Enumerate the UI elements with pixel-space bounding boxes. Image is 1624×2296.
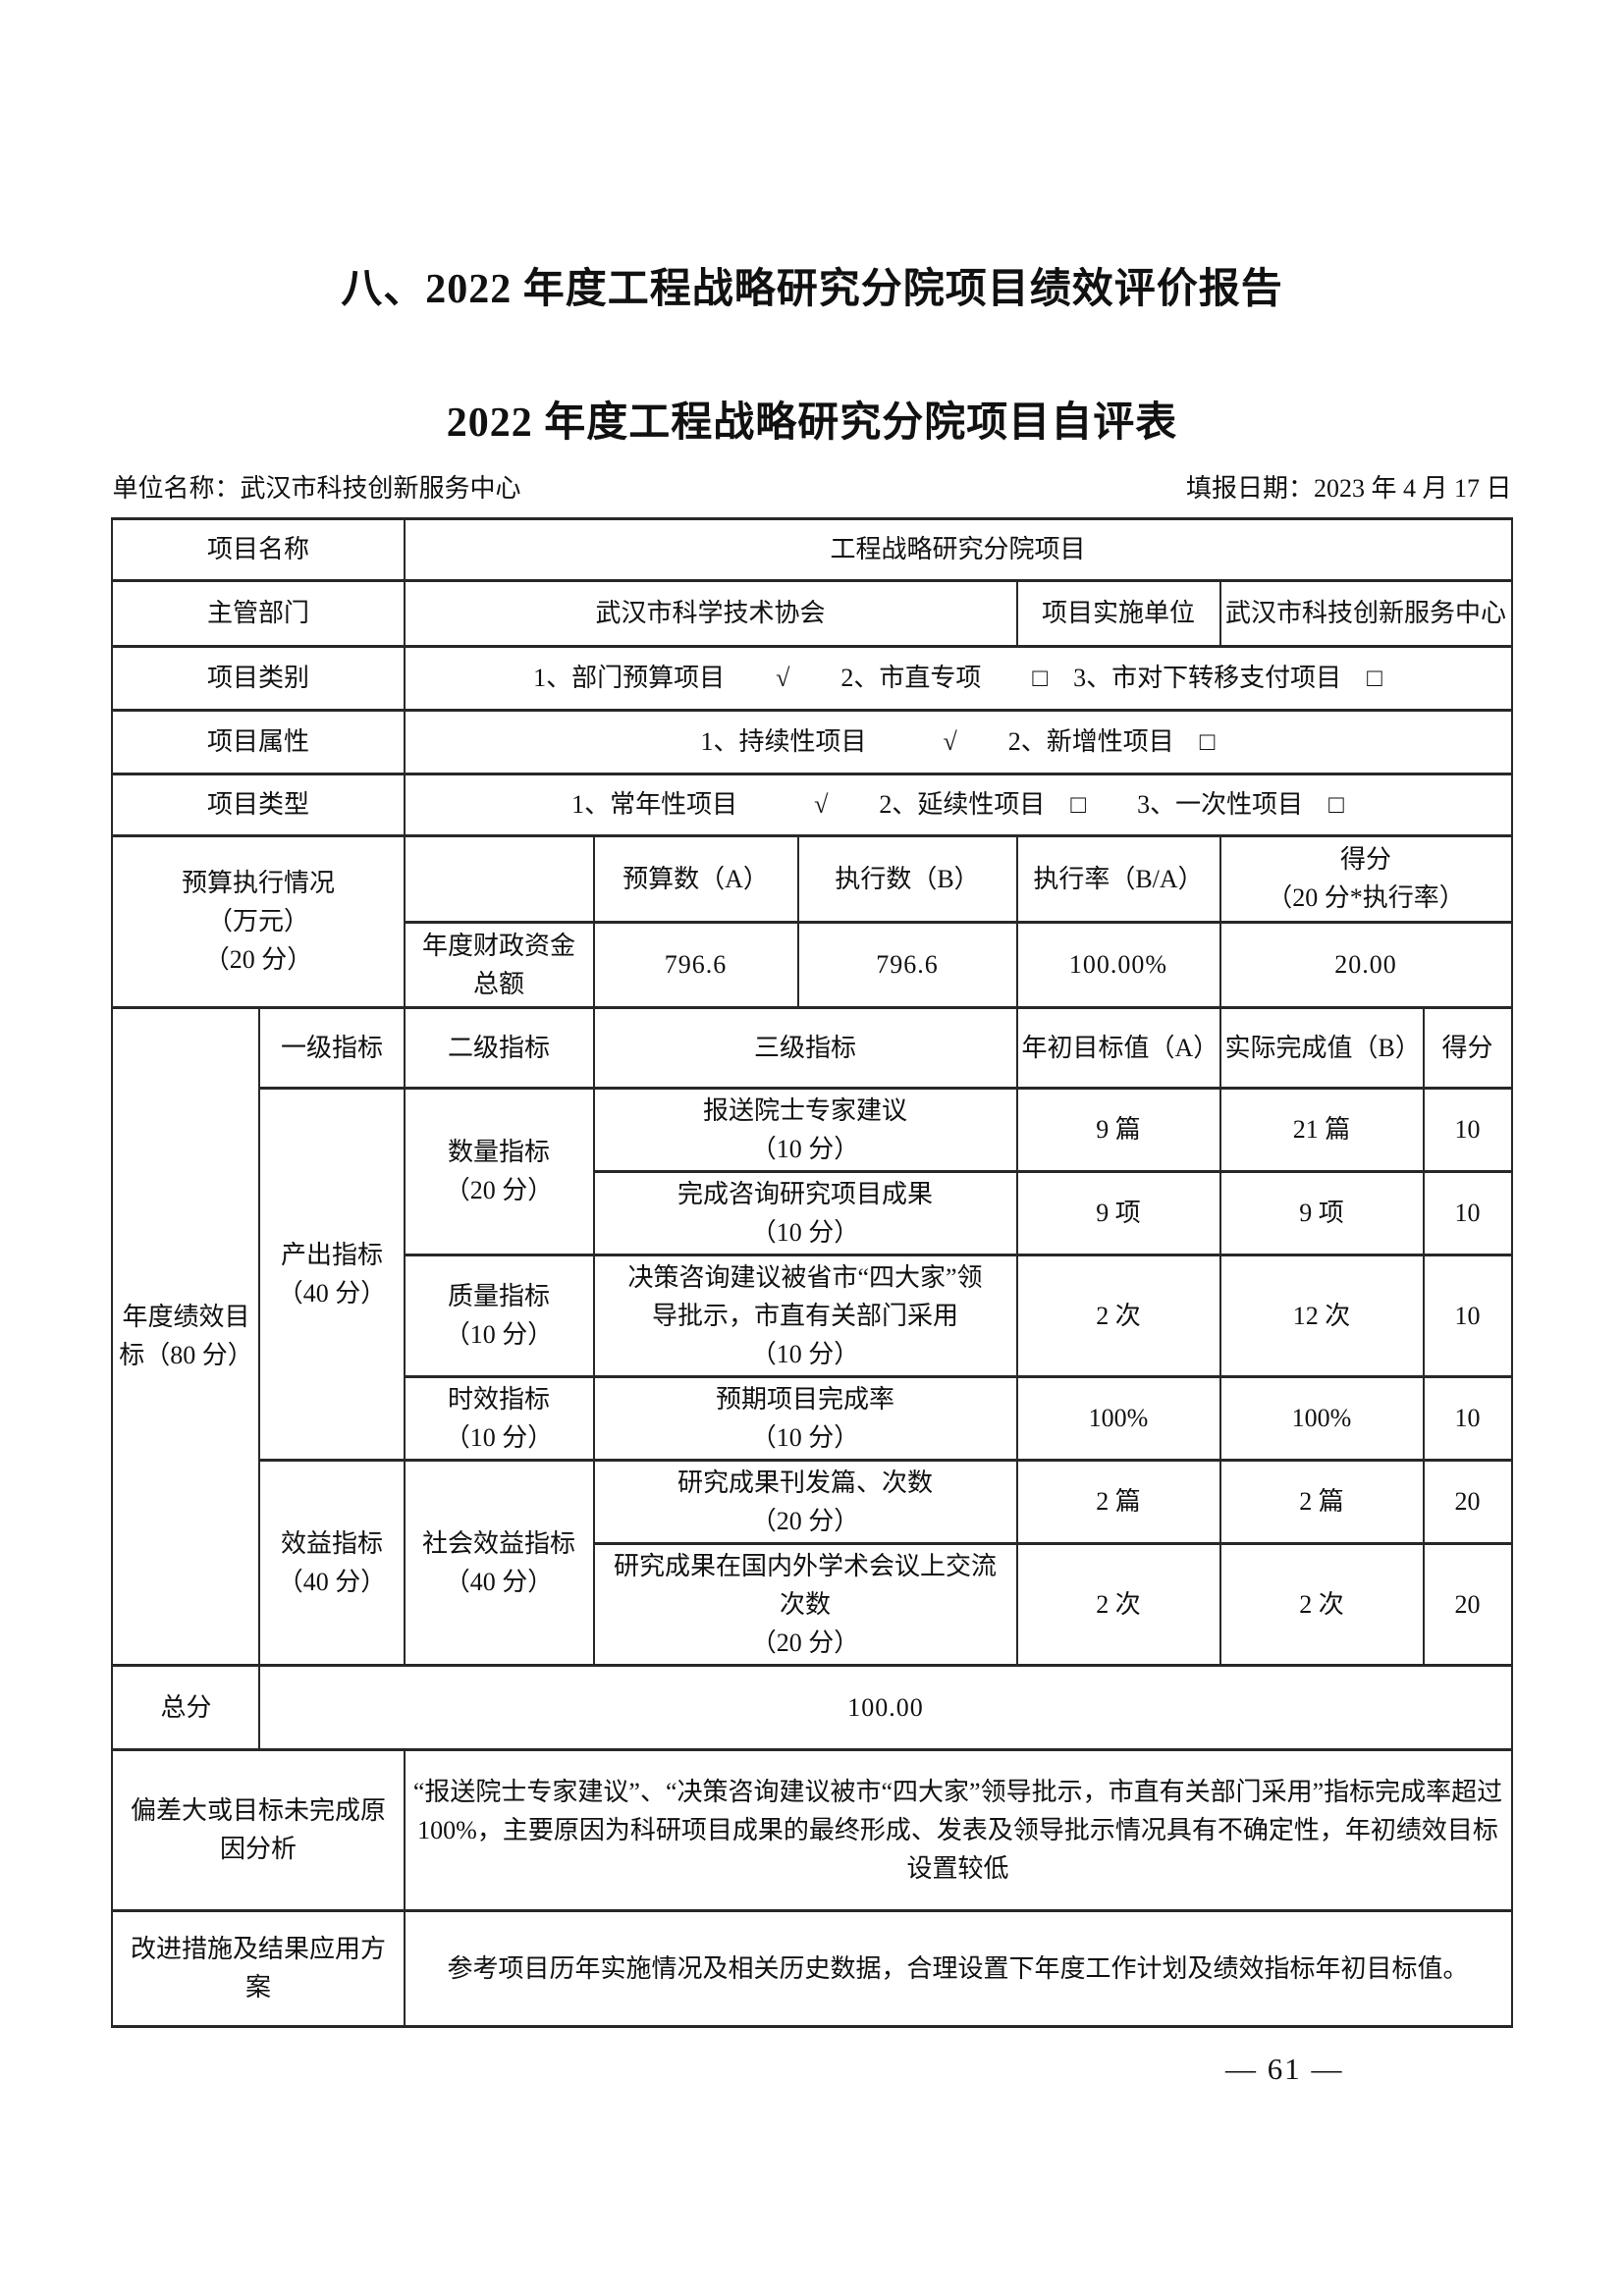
perf-target-3: 2 次 [1015,1253,1221,1378]
budget-col-b: 执行数（B） [796,833,1018,924]
category-value: 1、部门预算项目 √ 2、市直专项 □ 3、市对下转移支付项目 □ [403,644,1513,712]
impl-unit-label: 项目实施单位 [1015,578,1221,648]
perf-score-1: 10 [1422,1086,1513,1173]
unit-name: 单位名称：武汉市科技创新服务中心 [112,474,521,503]
row-deviation: 偏差大或目标未完成原 因分析 “报送院士专家建议”、“决策咨询建议被市“四大家”… [111,1747,1513,1912]
perf-actual-1: 21 篇 [1218,1086,1425,1173]
row-department: 主管部门 武汉市科学技术协会 项目实施单位 武汉市科技创新服务中心 [111,578,1513,648]
perf-header-target: 年初目标值（A） [1015,1005,1221,1090]
perf-target-1: 9 篇 [1015,1086,1221,1173]
perf-score-2: 10 [1422,1169,1513,1256]
perf-header-l3: 三级指标 [592,1005,1018,1090]
perf-row-6: 研究成果在国内外学术会议上交流 次数 （20 分） 2 次 2 次 20 [112,1541,1513,1667]
type-label: 项目类型 [111,772,406,837]
info-row: 单位名称：武汉市科技创新服务中心 填报日期：2023 年 4 月 17 日 [112,474,1512,504]
self-evaluation-table: 项目名称 工程战略研究分院项目 主管部门 武汉市科学技术协会 项目实施单位 武汉… [111,516,1513,2028]
perf-target-2: 9 项 [1015,1169,1221,1256]
perf-header-l1: 一级指标 [258,1005,406,1090]
perf-section-label: 年度绩效目 标（80 分） [111,1005,261,1667]
row-total: 总分 100.00 [111,1663,1513,1751]
row-category: 项目类别 1、部门预算项目 √ 2、市直专项 □ 3、市对下转移支付项目 □ [111,644,1513,712]
attribute-label: 项目属性 [111,708,406,775]
deviation-label: 偏差大或目标未完成原 因分析 [111,1747,406,1912]
perf-row-5: 效益指标 （40 分） 社会效益指标 （40 分） 研究成果刊发篇、次数 （20… [112,1458,1513,1667]
deviation-value: “报送院士专家建议”、“决策咨询建议被市“四大家”领导批示，市直有关部门采用”指… [403,1747,1513,1912]
perf-actual-6: 2 次 [1218,1541,1425,1667]
perf-header-l2: 二级指标 [403,1005,595,1090]
budget-col-rate: 执行率（B/A） [1015,833,1221,924]
attribute-value: 1、持续性项目 √ 2、新增性项目 □ [403,708,1513,775]
perf-l1-output: 产出指标 （40 分） [258,1086,406,1462]
row-budget-header: 预算执行情况 （万元） （20 分） 预算数（A） 执行数（B） 执行率（B/A… [111,833,1513,1009]
perf-l3-2: 完成咨询研究项目成果 （10 分） [592,1169,1018,1256]
row-improvement: 改进措施及结果应用方 案 参考项目历年实施情况及相关历史数据，合理设置下年度工作… [111,1908,1513,2028]
perf-row-2: 完成咨询研究项目成果 （10 分） 9 项 9 项 10 [112,1169,1513,1256]
category-label: 项目类别 [111,644,406,712]
row-project-name: 项目名称 工程战略研究分院项目 [111,516,1513,582]
budget-value-score: 20.00 [1218,920,1513,1009]
budget-section-label: 预算执行情况 （万元） （20 分） [111,833,406,1009]
perf-target-5: 2 篇 [1015,1458,1221,1545]
perf-l3-6: 研究成果在国内外学术会议上交流 次数 （20 分） [592,1541,1018,1667]
perf-l2-timeliness: 时效指标 （10 分） [403,1374,595,1462]
perf-score-5: 20 [1422,1458,1513,1545]
row-budget-values: 年度财政资金 总额 796.6 796.6 100.00% 20.00 [112,920,1513,1009]
perf-target-6: 2 次 [1015,1541,1221,1667]
improvement-label: 改进措施及结果应用方 案 [111,1908,406,2028]
perf-actual-5: 2 篇 [1218,1458,1425,1545]
perf-l2-quantity: 数量指标 （20 分） [403,1086,595,1256]
perf-score-3: 10 [1422,1253,1513,1378]
page-number: — 61 — [1225,2052,1344,2086]
improvement-value: 参考项目历年实施情况及相关历史数据，合理设置下年度工作计划及绩效指标年初目标值。 [403,1908,1513,2028]
type-value: 1、常年性项目 √ 2、延续性项目 □ 3、一次性项目 □ [403,772,1513,837]
perf-actual-4: 100% [1218,1374,1425,1462]
budget-value-rate: 100.00% [1015,920,1221,1009]
perf-score-4: 10 [1422,1374,1513,1462]
row-perf-header: 年度绩效目 标（80 分） 一级指标 二级指标 三级指标 年初目标值（A） 实际… [111,1005,1513,1667]
department-value: 武汉市科学技术协会 [403,578,1018,648]
department-label: 主管部门 [111,578,406,648]
page-subtitle: 2022 年度工程战略研究分院项目自评表 [446,400,1178,446]
budget-col-a: 预算数（A） [592,833,799,924]
perf-actual-3: 12 次 [1218,1253,1425,1378]
total-value: 100.00 [258,1663,1513,1751]
budget-value-a: 796.6 [592,920,799,1009]
perf-row-4: 时效指标 （10 分） 预期项目完成率 （10 分） 100% 100% 10 [112,1374,1513,1462]
project-name-label: 项目名称 [111,516,406,582]
perf-actual-2: 9 项 [1218,1169,1425,1256]
row-attribute: 项目属性 1、持续性项目 √ 2、新增性项目 □ [111,708,1513,775]
perf-score-6: 20 [1422,1541,1513,1667]
perf-l3-4: 预期项目完成率 （10 分） [592,1374,1018,1462]
page-title: 八、2022 年度工程战略研究分院项目绩效评价报告 [341,267,1283,312]
budget-empty-cell [403,833,595,924]
perf-header-actual: 实际完成值（B） [1218,1005,1425,1090]
perf-row-1: 产出指标 （40 分） 数量指标 （20 分） 报送院士专家建议 （10 分） … [112,1086,1513,1462]
perf-header-score: 得分 [1422,1005,1513,1090]
perf-l3-1: 报送院士专家建议 （10 分） [592,1086,1018,1173]
impl-unit-value: 武汉市科技创新服务中心 [1218,578,1513,648]
perf-l2-social: 社会效益指标 （40 分） [403,1458,595,1667]
budget-col-score: 得分 （20 分*执行率） [1218,833,1513,924]
total-label: 总分 [111,1663,261,1751]
perf-target-4: 100% [1015,1374,1221,1462]
row-type: 项目类型 1、常年性项目 √ 2、延续性项目 □ 3、一次性项目 □ [111,772,1513,837]
report-date: 填报日期：2023 年 4 月 17 日 [1185,474,1512,503]
perf-l1-benefit: 效益指标 （40 分） [258,1458,406,1667]
perf-row-3: 质量指标 （10 分） 决策咨询建议被省市“四大家”领 导批示，市直有关部门采用… [112,1253,1513,1378]
budget-row-label: 年度财政资金 总额 [403,920,595,1009]
perf-l2-quality: 质量指标 （10 分） [403,1253,595,1378]
perf-l3-3: 决策咨询建议被省市“四大家”领 导批示，市直有关部门采用 （10 分） [592,1253,1018,1378]
perf-l3-5: 研究成果刊发篇、次数 （20 分） [592,1458,1018,1545]
project-name-value: 工程战略研究分院项目 [403,516,1513,582]
budget-value-b: 796.6 [796,920,1018,1009]
